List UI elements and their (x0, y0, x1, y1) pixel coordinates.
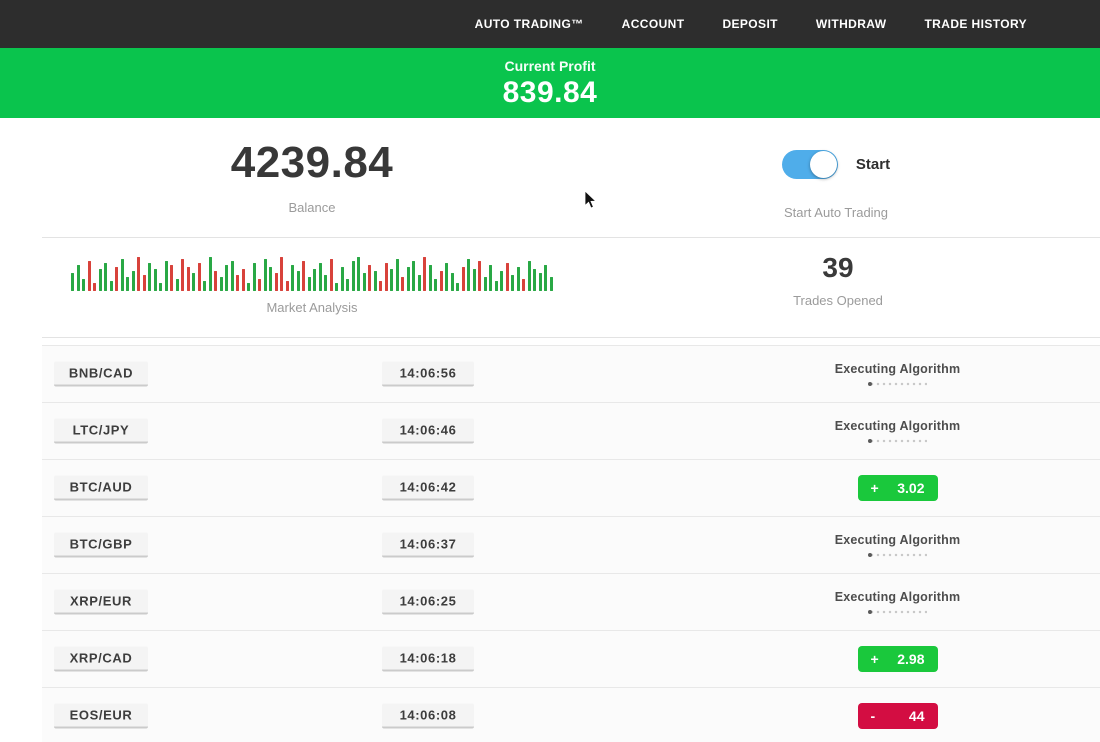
time-badge: 14:06:46 (382, 418, 474, 444)
progress-dots-icon (867, 438, 927, 443)
trades-opened-block: 39 Trades Opened (700, 252, 976, 308)
time-badge: 14:06:42 (382, 475, 474, 501)
trade-status: Executing Algorithm (760, 403, 1035, 459)
result-value: 2.98 (897, 651, 925, 667)
table-row: XRP/EUR 14:06:25 Executing Algorithm (42, 573, 1100, 630)
current-profit-banner: Current Profit 839.84 (0, 48, 1100, 118)
status-label: Executing Algorithm (834, 590, 961, 604)
pair-badge: BTC/AUD (54, 475, 148, 501)
market-analysis-chart (42, 255, 582, 291)
trades-opened-label: Trades Opened (793, 293, 883, 308)
nav-account[interactable]: ACCOUNT (621, 17, 685, 31)
section-divider (42, 337, 1100, 338)
toggle-knob-icon (809, 151, 837, 178)
result-sign: + (870, 651, 879, 667)
nav-withdraw[interactable]: WITHDRAW (815, 17, 887, 31)
pair-badge: BNB/CAD (54, 361, 148, 387)
trade-status: Executing Algorithm (760, 574, 1035, 630)
trade-status: Executing Algorithm (760, 346, 1035, 402)
progress-dots-icon (867, 609, 927, 614)
trades-list: BNB/CAD 14:06:56 Executing Algorithm LTC… (42, 345, 1100, 742)
table-row: XRP/CAD 14:06:18 + 2.98 (42, 630, 1100, 687)
trade-status: Executing Algorithm (760, 517, 1035, 573)
time-badge: 14:06:08 (382, 703, 474, 728)
section-divider (42, 237, 1100, 238)
balance-value: 4239.84 (230, 138, 394, 187)
table-row: BNB/CAD 14:06:56 Executing Algorithm (42, 345, 1100, 402)
mouse-cursor-icon (584, 190, 597, 209)
time-badge: 14:06:25 (382, 589, 474, 615)
table-row: LTC/JPY 14:06:46 Executing Algorithm (42, 402, 1100, 459)
balance-block: 4239.84 Balance (42, 138, 582, 215)
balance-label: Balance (288, 200, 336, 215)
pair-badge: LTC/JPY (54, 418, 148, 444)
pair-badge: XRP/CAD (54, 646, 148, 672)
result-value: 3.02 (897, 480, 925, 496)
toggle-caption: Start Auto Trading (783, 205, 889, 220)
current-profit-value: 839.84 (502, 76, 598, 109)
trade-status: - 44 (760, 688, 1035, 742)
profit-badge: + 3.02 (857, 475, 938, 501)
table-row: BTC/AUD 14:06:42 + 3.02 (42, 459, 1100, 516)
profit-badge: + 2.98 (857, 646, 938, 672)
current-profit-label: Current Profit (504, 58, 596, 74)
nav-deposit[interactable]: DEPOSIT (722, 17, 778, 31)
trade-status: + 2.98 (760, 631, 1035, 687)
result-value: 44 (908, 707, 925, 724)
status-label: Executing Algorithm (834, 533, 961, 547)
status-label: Executing Algorithm (834, 362, 961, 376)
toggle-label: Start (855, 156, 891, 173)
table-row: EOS/EUR 14:06:08 - 44 (42, 687, 1100, 742)
loss-badge: - 44 (857, 702, 938, 729)
progress-dots-icon (867, 552, 927, 557)
time-badge: 14:06:37 (382, 532, 474, 558)
market-analysis-label: Market Analysis (266, 300, 358, 315)
table-row: BTC/GBP 14:06:37 Executing Algorithm (42, 516, 1100, 573)
pair-badge: EOS/EUR (54, 703, 148, 728)
auto-trading-toggle[interactable] (781, 150, 838, 179)
trade-status: + 3.02 (760, 460, 1035, 516)
result-sign: - (870, 707, 876, 724)
pair-badge: BTC/GBP (54, 532, 148, 558)
time-badge: 14:06:56 (382, 361, 474, 387)
time-badge: 14:06:18 (382, 646, 474, 672)
result-sign: + (870, 480, 879, 496)
progress-dots-icon (867, 381, 927, 386)
nav-auto-trading[interactable]: AUTO TRADING™ (474, 17, 584, 31)
status-label: Executing Algorithm (834, 419, 961, 433)
auto-trading-toggle-block: Start Start Auto Trading (700, 150, 972, 220)
market-analysis-block: Market Analysis (42, 255, 582, 315)
nav-trade-history[interactable]: TRADE HISTORY (924, 17, 1027, 31)
pair-badge: XRP/EUR (54, 589, 148, 615)
trades-opened-count: 39 (822, 252, 854, 283)
top-navbar: AUTO TRADING™ ACCOUNT DEPOSIT WITHDRAW T… (0, 0, 1100, 48)
